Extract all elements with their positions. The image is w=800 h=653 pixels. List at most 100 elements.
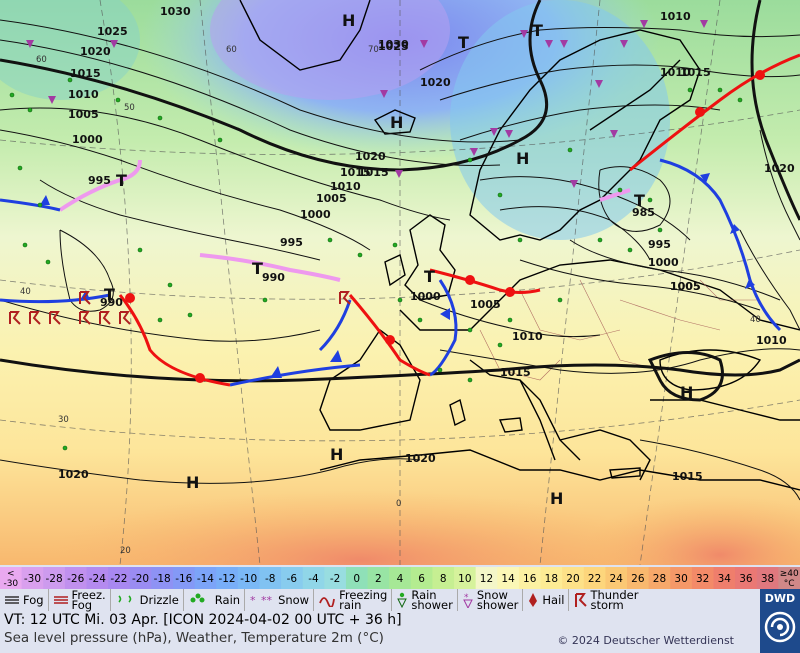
isobar-label: 1015 <box>70 67 101 80</box>
high-pressure-centre: H <box>186 473 199 492</box>
legend-label: Snow shower <box>476 588 519 612</box>
scale-label: 26 <box>631 573 645 585</box>
dwd-logo-text: DWD <box>764 592 796 605</box>
isobar-label: 1005 <box>670 280 701 293</box>
scale-swatch <box>216 567 239 589</box>
scale-label: -12 <box>218 573 235 585</box>
scale-label: 36 <box>739 573 753 585</box>
legend-rain: Rain <box>184 589 246 611</box>
scale-swatch <box>410 567 433 589</box>
scale-label: -26 <box>67 573 84 585</box>
temperature-label: 30 <box>58 415 69 425</box>
map-footer: VT: 12 UTC Mi. 03 Apr. [ICON 2024-04-02 … <box>0 611 760 653</box>
legend-freezing-rain: Freezing rain <box>314 588 393 612</box>
isobar-label: 1020 <box>58 468 89 481</box>
scale-label: -2 <box>330 573 340 585</box>
scale-label: -16 <box>175 573 192 585</box>
svg-text:*: * <box>250 594 256 607</box>
isobar-label: 1025 <box>378 40 409 53</box>
low-pressure-centre: T <box>116 171 127 190</box>
scale-label: 12 <box>480 573 493 585</box>
scale-swatch <box>302 567 325 589</box>
scale-label: 22 <box>588 573 601 585</box>
legend-label: Freezing rain <box>339 588 388 612</box>
svg-text:*: * <box>464 593 469 603</box>
temperature-label: 0 <box>396 499 401 509</box>
legend-snow-shower: * Snow shower <box>458 589 524 611</box>
scale-swatch <box>778 567 800 589</box>
legend-label: Rain <box>214 593 241 607</box>
svg-text:**: ** <box>261 594 273 607</box>
isobar-label: 995 <box>88 174 111 187</box>
weather-map: 1030102510201015101010051000995990985103… <box>0 0 800 565</box>
temperature-label: 40 <box>20 287 31 297</box>
isobar-label: 1010 <box>756 334 787 347</box>
scale-label: 2 <box>375 573 382 585</box>
scale-label: 4 <box>397 573 404 585</box>
scale-label: 18 <box>545 573 558 585</box>
hail-icon <box>529 593 538 607</box>
isobar-label: 1020 <box>355 150 386 163</box>
temperature-label: 40 <box>750 315 761 325</box>
temperature-label: 60 <box>36 55 47 65</box>
drizzle-icon <box>118 595 131 603</box>
scale-swatch <box>432 567 455 589</box>
scale-label: 16 <box>523 573 537 585</box>
scale-swatch <box>497 567 520 589</box>
isobar-label: 995 <box>648 238 671 251</box>
scale-swatch <box>735 567 758 589</box>
high-pressure-centre: H <box>550 489 563 508</box>
weather-legend: Fog Freez. Fog Drizzle Rain * ** Snow Fre… <box>0 589 760 611</box>
scale-swatch <box>194 567 217 589</box>
scale-swatch <box>259 567 282 589</box>
temperature-label: 20 <box>120 546 131 556</box>
scale-swatch <box>129 567 152 589</box>
low-pressure-centre: T <box>424 267 435 286</box>
isobar-label: 1005 <box>470 298 501 311</box>
scale-label: -30 <box>24 573 41 585</box>
isobar-label: 1010 <box>330 180 361 193</box>
scale-label: -22 <box>110 573 127 585</box>
scale-swatch <box>324 567 347 589</box>
isobar-label: 1025 <box>97 25 128 38</box>
scale-label: -10 <box>240 573 257 585</box>
map-description: Sea level pressure (hPa), Weather, Tempe… <box>4 630 384 646</box>
low-pressure-centre: T <box>458 33 469 52</box>
isobar-label: 990 <box>100 296 123 309</box>
isobar-label: 1010 <box>512 330 543 343</box>
high-pressure-centre: H <box>330 445 343 464</box>
scale-swatch <box>475 567 498 589</box>
isobar-label: 995 <box>280 236 303 249</box>
scale-swatch <box>64 567 87 589</box>
scale-swatch <box>670 567 693 589</box>
scale-swatch <box>43 567 66 589</box>
scale-label: -18 <box>154 573 171 585</box>
isobar-label: 1015 <box>340 166 371 179</box>
scale-label: 30 <box>674 573 687 585</box>
dwd-swirl-icon <box>764 611 796 643</box>
scale-swatch <box>627 567 650 589</box>
scale-label: 10 <box>458 573 471 585</box>
scale-swatch <box>454 567 477 589</box>
freezing-fog-icon <box>53 596 68 604</box>
scale-label: -30 <box>3 579 18 589</box>
scale-label: 28 <box>653 573 666 585</box>
scale-swatch <box>0 567 23 589</box>
legend-label: Freez. Fog <box>71 588 106 612</box>
scale-swatch <box>281 567 304 589</box>
isobar-label: 1005 <box>68 108 99 121</box>
isobar-label: 1005 <box>316 192 347 205</box>
isobar-label: 1005 <box>670 280 701 293</box>
rain-icon <box>190 593 205 603</box>
scale-label: °C <box>784 579 795 589</box>
dwd-logo[interactable]: DWD <box>760 589 800 653</box>
scale-swatch <box>86 567 109 589</box>
scale-swatch <box>172 567 196 589</box>
scale-swatch <box>756 567 779 589</box>
low-pressure-centre: T <box>104 285 115 304</box>
isobar-label: 1020 <box>764 162 795 175</box>
scale-swatch <box>691 567 715 589</box>
low-pressure-centre: T <box>252 259 263 278</box>
temperature-label: 60 <box>226 45 237 55</box>
scale-label: 24 <box>610 573 624 585</box>
